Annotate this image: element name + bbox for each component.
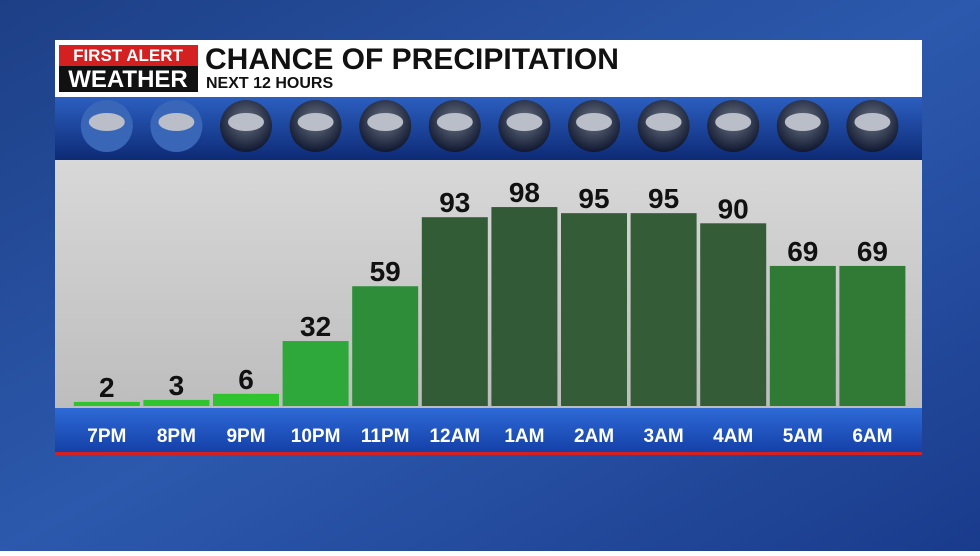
bar	[700, 223, 767, 406]
cloud	[506, 113, 543, 131]
x-tick-label: 7PM	[87, 426, 126, 447]
cloud	[576, 113, 612, 131]
cloud	[436, 113, 473, 131]
value-label: 95	[578, 183, 609, 214]
x-tick-label: 11PM	[361, 426, 410, 447]
x-tick-label: 5AM	[783, 426, 823, 447]
bar	[213, 393, 279, 406]
chart-title: CHANCE OF PRECIPITATION	[205, 43, 619, 76]
value-label: 6	[238, 364, 254, 395]
logo-line1: FIRST ALERT	[73, 46, 183, 65]
bar	[630, 213, 697, 406]
x-tick-label: 2AM	[574, 426, 614, 447]
x-tick-label: 3AM	[644, 426, 684, 447]
value-label: 98	[509, 177, 540, 208]
cloud	[297, 113, 334, 131]
bar	[769, 265, 836, 406]
x-tick-label: 4AM	[713, 426, 753, 447]
logo-top	[59, 45, 198, 66]
bar	[561, 213, 627, 406]
cloud	[784, 113, 821, 131]
cloud	[228, 113, 264, 131]
x-tick-label: 12AM	[429, 426, 480, 447]
chart-subtitle: NEXT 12 HOURS	[206, 75, 333, 92]
x-tick-label: 1AM	[504, 426, 544, 447]
cloud	[645, 113, 682, 131]
value-label: 95	[648, 183, 679, 214]
value-label: 32	[300, 311, 331, 342]
red-rule	[55, 452, 922, 455]
bar	[73, 401, 140, 406]
bar	[143, 399, 210, 406]
logo-line2: WEATHER	[68, 66, 188, 93]
x-tick-label: 9PM	[226, 426, 265, 447]
x-tick-label: 8PM	[157, 426, 196, 447]
value-label: 3	[169, 370, 185, 401]
cloud	[854, 113, 891, 131]
bar	[421, 217, 488, 406]
bar	[491, 207, 558, 406]
value-label: 69	[787, 236, 818, 267]
category-strip	[55, 408, 922, 452]
cloud	[715, 113, 752, 131]
logo-bottom	[59, 66, 198, 92]
cloud	[367, 113, 404, 131]
value-label: 93	[439, 187, 470, 218]
bar	[352, 286, 419, 406]
x-tick-label: 10PM	[291, 426, 341, 447]
bar	[839, 265, 906, 406]
x-tick-label: 6AM	[852, 426, 892, 447]
cloud	[88, 113, 125, 131]
value-label: 59	[370, 256, 401, 287]
cloud	[158, 113, 195, 131]
value-label: 90	[718, 193, 749, 224]
bar	[282, 341, 349, 406]
value-label: 69	[857, 236, 888, 267]
value-label: 2	[99, 372, 115, 403]
title-panel	[55, 40, 922, 97]
